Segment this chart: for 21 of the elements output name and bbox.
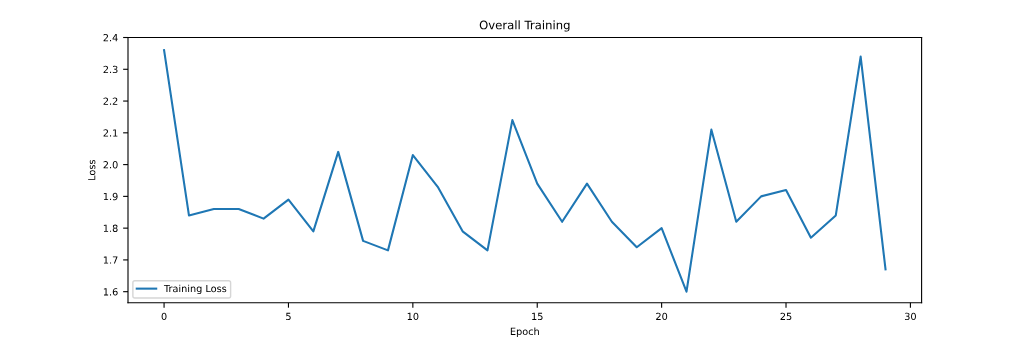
x-tick-label: 25 (780, 312, 792, 321)
legend-label: Training Loss (163, 284, 227, 295)
y-tick-label: 2.4 (103, 33, 118, 42)
chart-title: Overall Training (479, 20, 570, 32)
x-tick-label: 30 (904, 312, 916, 321)
y-tick-label: 1.9 (103, 192, 118, 201)
line-series (163, 49, 887, 293)
y-tick-label: 1.8 (103, 224, 118, 232)
y-tick-label: 2.3 (103, 65, 118, 74)
x-tick-label: 15 (532, 312, 543, 321)
y-tick-label: 1.7 (103, 256, 118, 264)
x-tick-label: 0 (161, 312, 167, 321)
y-tick-label: 2.1 (103, 129, 118, 137)
x-tick-label: 5 (286, 312, 291, 321)
y-tick-label: 2.0 (103, 161, 118, 169)
x-tick-label: 20 (656, 312, 668, 321)
y-tick-label: 2.2 (103, 97, 118, 105)
y-tick-label: 1.6 (103, 288, 118, 296)
y-axis-title: Loss (88, 159, 96, 180)
x-tick-label: 10 (407, 312, 419, 321)
x-axis-title: Epoch (510, 327, 539, 337)
